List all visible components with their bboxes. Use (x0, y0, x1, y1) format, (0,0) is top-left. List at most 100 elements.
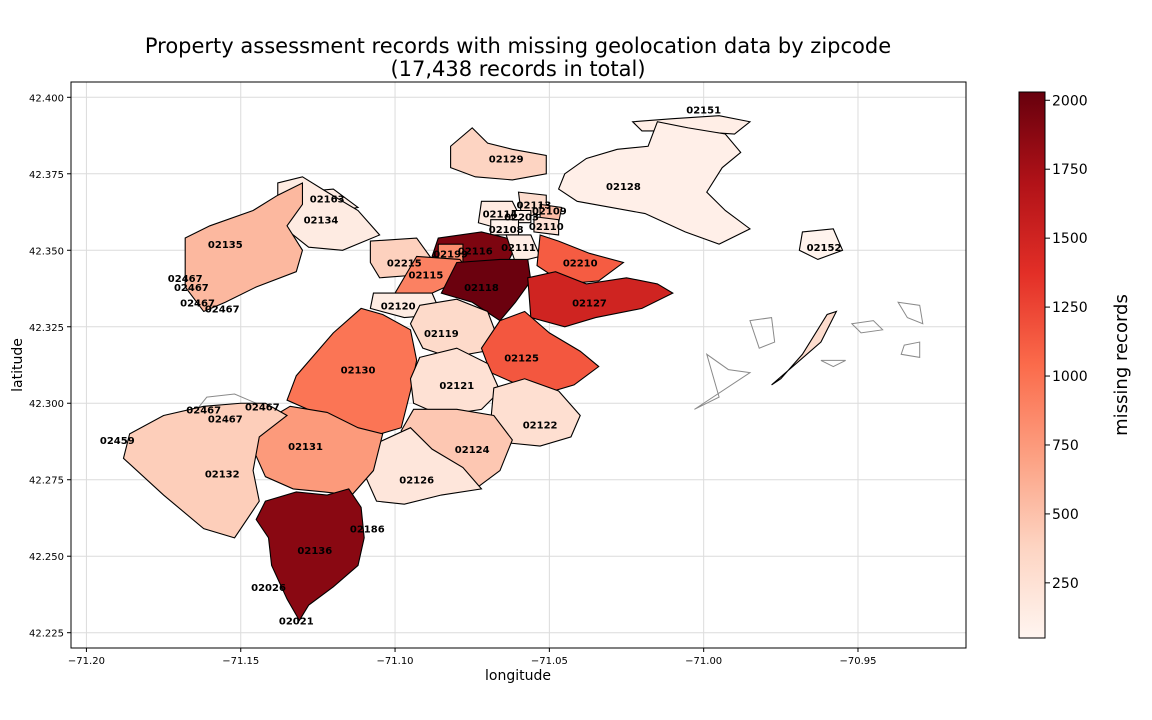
zip-label: 02467 (245, 402, 280, 413)
zip-label: 02127 (572, 298, 607, 309)
unfilled-coastline-outlines (193, 301, 924, 416)
zip-label: 02121 (439, 381, 474, 392)
zip-region-02118 (440, 258, 532, 322)
zip-label: 02135 (208, 240, 243, 251)
zip-label: 02120 (381, 301, 416, 312)
colorbar-tick-label: 1750 (1052, 162, 1088, 178)
zip-label: 02108 (489, 225, 524, 236)
zip-region-02152 (798, 228, 844, 261)
y-axis-ticks: 42.225 42.250 42.275 42.300 42.325 42.350 42.3… (29, 93, 71, 640)
colorbar-tick-label: 1500 (1052, 231, 1088, 247)
colorbar-tick-label: 1250 (1052, 300, 1088, 316)
zip-label: 02459 (100, 436, 135, 447)
zip-label: 02111 (501, 243, 536, 254)
colorbar-tick-label: 1000 (1052, 369, 1088, 385)
zip-label: 02151 (686, 106, 721, 117)
y-tick-label: 42.375 (29, 170, 64, 181)
colorbar-tick-label: 2000 (1052, 93, 1088, 109)
chart-subtitle: (17,438 records in total) (390, 57, 645, 81)
y-tick-label: 42.225 (29, 629, 64, 640)
island-outline (897, 301, 924, 325)
zip-label: 02116 (458, 246, 493, 257)
zip-region-02126 (363, 427, 483, 505)
colorbar-label: missing records (1111, 294, 1132, 436)
zip-label: 02115 (409, 271, 444, 282)
y-tick-label: 42.250 (29, 552, 64, 563)
zip-label: 02129 (489, 154, 524, 165)
zip-label: 02210 (563, 259, 598, 270)
zip-label: 02152 (807, 243, 842, 254)
zip-label: 02136 (297, 546, 332, 557)
zipcode-regions (122, 115, 844, 622)
x-tick-label: −71.00 (685, 656, 722, 667)
zip-label: 02122 (523, 421, 558, 432)
zip-label: 02186 (350, 525, 385, 536)
zipcode-labels: 02151 02129 02128 02152 02163 02134 02135 02114… (100, 106, 842, 628)
zip-label: 02021 (279, 616, 314, 627)
chart-title: Property assessment records with missing… (145, 34, 891, 58)
colorbar (1018, 91, 1046, 639)
colorbar-ticks: 250 500 750 1000 1250 1500 1750 2000 (1045, 93, 1088, 592)
y-tick-label: 42.350 (29, 246, 64, 257)
zip-region-02127 (527, 271, 674, 328)
zip-region-02128 (557, 121, 752, 245)
island-outline (850, 320, 884, 334)
zip-label: 02119 (424, 329, 459, 340)
zip-label: 02110 (529, 222, 564, 233)
zip-region-02130 (286, 307, 418, 438)
island-region (771, 310, 838, 386)
x-axis-label: longitude (485, 668, 551, 684)
zip-label: 02125 (504, 353, 539, 364)
zip-label: 02113 (517, 200, 552, 211)
zip-label: 02467 (186, 405, 221, 416)
zip-label: 02126 (399, 476, 434, 487)
x-axis-ticks: −71.20 −71.15 −71.10 −71.05 −71.00 −70.95 (68, 648, 876, 667)
zip-region-02129 (450, 127, 547, 181)
island-outline (749, 317, 776, 349)
y-tick-label: 42.400 (29, 93, 64, 104)
zip-label: 02128 (606, 182, 641, 193)
island-outline (694, 353, 752, 410)
zip-region-02131 (252, 405, 384, 496)
zip-region-02110 (533, 215, 560, 236)
zip-region-02121 (409, 347, 501, 417)
x-tick-label: −71.20 (68, 656, 105, 667)
zip-label: 02109 (532, 206, 567, 217)
zip-label: 02467 (168, 274, 203, 285)
y-tick-label: 42.300 (29, 399, 64, 410)
zip-region-02125 (480, 310, 600, 395)
x-tick-label: −71.15 (222, 656, 259, 667)
x-tick-label: −71.05 (531, 656, 568, 667)
zip-label: 02467 (208, 415, 243, 426)
x-tick-label: −70.95 (839, 656, 876, 667)
zip-label: 02203 (504, 213, 539, 224)
zip-label: 02163 (310, 194, 345, 205)
zip-label: 02124 (455, 445, 490, 456)
zip-label: 02118 (464, 283, 499, 294)
y-tick-label: 42.275 (29, 476, 64, 487)
zip-label: 02130 (341, 366, 376, 377)
colorbar-tick-label: 750 (1052, 438, 1079, 454)
zip-region-02210 (536, 234, 625, 285)
zip-label: 02134 (304, 216, 339, 227)
zip-label: 02467 (174, 283, 209, 294)
plot-frame (70, 81, 967, 649)
zip-region-02132 (122, 402, 289, 539)
zip-label: 02215 (387, 259, 422, 270)
y-axis-label: latitude (10, 338, 26, 392)
zip-label: 02467 (180, 298, 215, 309)
zip-region-02136 (255, 488, 365, 622)
island-outline (820, 359, 846, 368)
colorbar-tick-label: 250 (1052, 576, 1079, 592)
zip-label: 02131 (288, 442, 323, 453)
island-outline (900, 341, 921, 358)
zip-label: 02026 (251, 583, 286, 594)
zip-label: 02114 (483, 210, 518, 221)
zip-region-02135 (184, 182, 304, 313)
x-tick-label: −71.10 (377, 656, 414, 667)
zip-label: 02199 (433, 249, 468, 260)
colorbar-tick-label: 500 (1052, 507, 1079, 523)
zip-label: 02467 (205, 304, 240, 315)
y-tick-label: 42.325 (29, 323, 64, 334)
